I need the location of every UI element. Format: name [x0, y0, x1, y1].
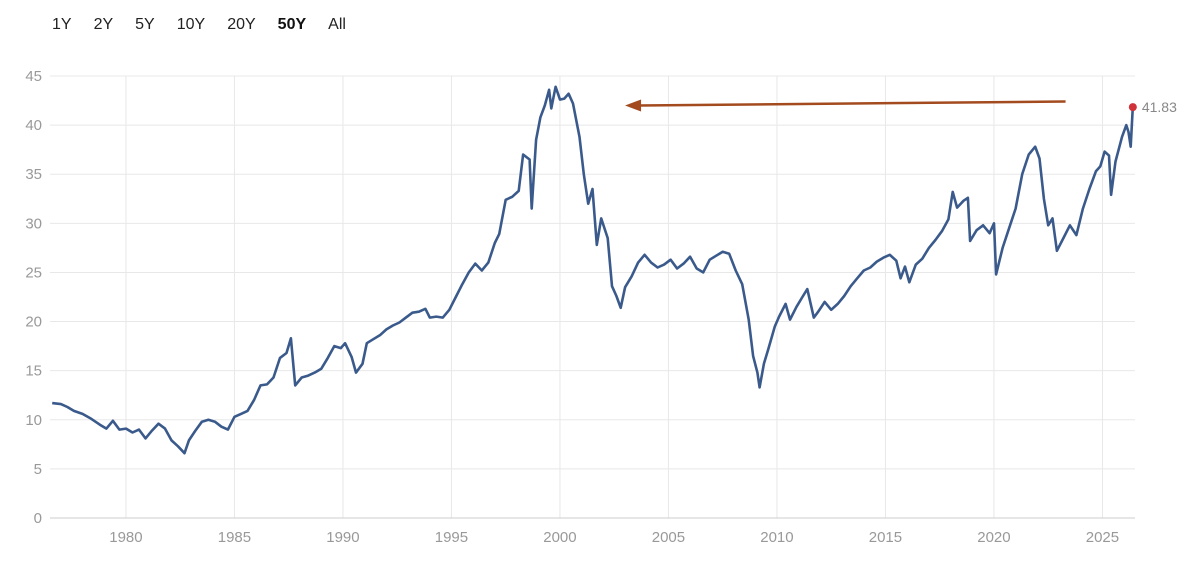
range-button-5y[interactable]: 5Y: [135, 14, 155, 36]
y-tick-label: 0: [34, 510, 42, 527]
range-button-2y[interactable]: 2Y: [94, 14, 114, 36]
y-tick-label: 5: [34, 461, 42, 478]
x-tick-label: 1990: [326, 529, 359, 546]
x-tick-label: 2025: [1086, 529, 1119, 546]
x-tick-label: 2010: [760, 529, 793, 546]
range-button-50y[interactable]: 50Y: [278, 14, 306, 36]
x-tick-label: 1985: [218, 529, 251, 546]
x-tick-label: 1995: [435, 529, 468, 546]
y-tick-label: 20: [25, 314, 42, 331]
y-tick-label: 15: [25, 363, 42, 380]
x-axis: 1980 1985 1990 1995 2000 2005 2010 2015 2020 2025: [109, 529, 1119, 546]
grid: [50, 75, 1135, 519]
range-selector: 1Y 2Y 5Y 10Y 20Y 50Y All: [52, 14, 368, 36]
arrow-head: [625, 99, 642, 112]
series-layer: 41.83: [52, 85, 1177, 455]
y-tick-label: 40: [25, 117, 42, 134]
annotation-layer: [625, 99, 1066, 112]
x-tick-label: 2020: [977, 529, 1010, 546]
series-line: [52, 85, 1135, 455]
last-value-label: 41.83: [1142, 99, 1177, 115]
y-tick-label: 30: [25, 215, 42, 232]
range-button-10y[interactable]: 10Y: [177, 14, 205, 36]
y-tick-label: 45: [25, 68, 42, 85]
y-tick-label: 35: [25, 166, 42, 183]
arrow-shaft: [639, 100, 1066, 107]
last-value-point: [1128, 103, 1137, 112]
y-tick-label: 25: [25, 264, 42, 281]
x-tick-label: 1980: [109, 529, 142, 546]
x-tick-label: 2005: [652, 529, 685, 546]
range-button-all[interactable]: All: [328, 14, 346, 36]
y-axis: 0 5 10 15 20 25 30 35 40 45: [25, 68, 42, 527]
y-tick-label: 10: [25, 412, 42, 429]
range-button-1y[interactable]: 1Y: [52, 14, 72, 36]
range-button-20y[interactable]: 20Y: [227, 14, 255, 36]
x-tick-label: 2000: [543, 529, 576, 546]
x-tick-label: 2015: [869, 529, 902, 546]
